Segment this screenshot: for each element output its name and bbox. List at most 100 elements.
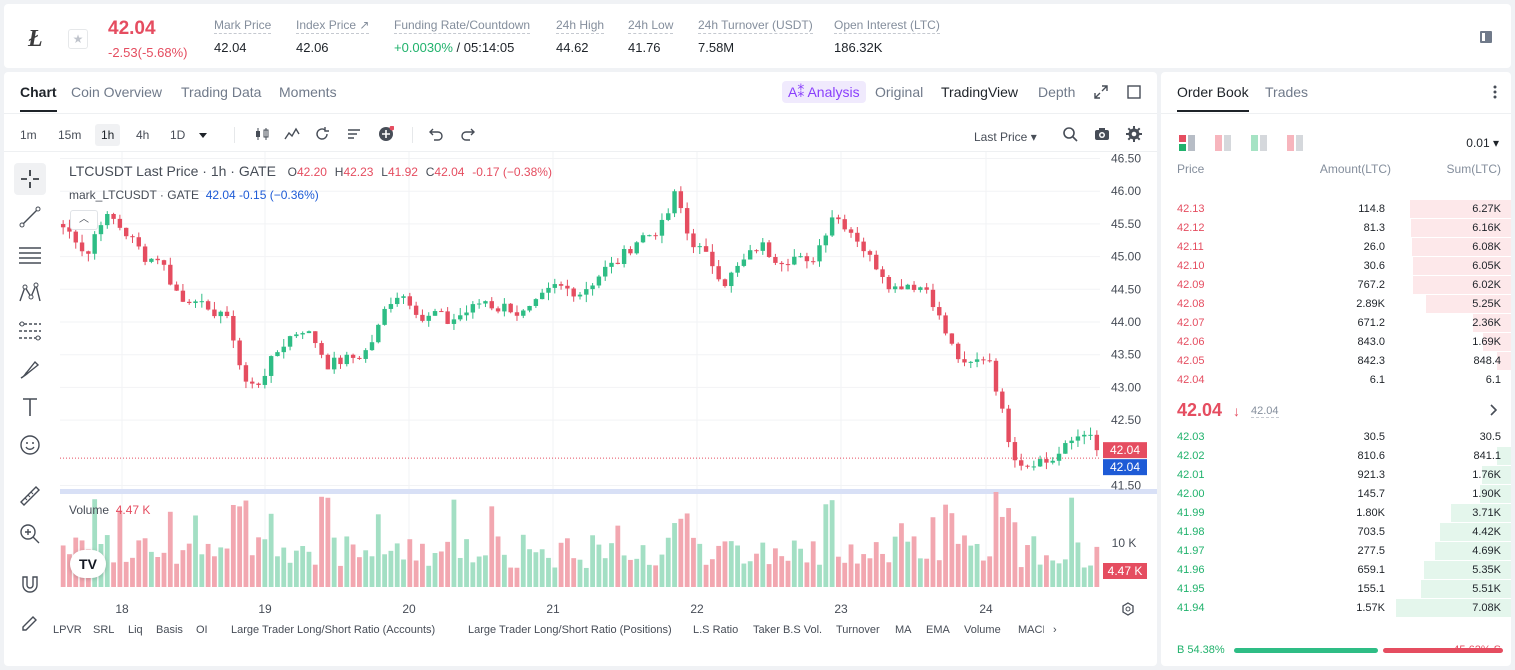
book-asks-icon[interactable] <box>1215 135 1231 151</box>
mark-price-stat[interactable]: Mark Price 42.04 <box>214 18 272 55</box>
indicator-ls-ratio[interactable]: L.S Ratio <box>693 624 739 636</box>
view-original[interactable]: Original <box>875 84 924 100</box>
bid-row[interactable]: 42.01 921.3 1.76K <box>1161 466 1511 485</box>
indicator-liq[interactable]: Liq <box>128 624 143 636</box>
emoji-icon[interactable] <box>14 429 46 461</box>
timeframe-1m[interactable]: 1m <box>20 128 37 142</box>
row-sum: 6.27K <box>1472 203 1501 215</box>
chart-settings-icon[interactable] <box>1121 602 1135 616</box>
indicator-basis[interactable]: Basis <box>156 624 183 636</box>
ask-row[interactable]: 42.10 30.6 6.05K <box>1161 257 1511 276</box>
view-tradingview[interactable]: TradingView <box>941 84 1019 100</box>
search-icon[interactable] <box>1062 126 1078 142</box>
text-tool-icon[interactable] <box>14 391 46 423</box>
indicator-lt-positions[interactable]: Large Trader Long/Short Ratio (Positions… <box>468 624 672 636</box>
timeframe-4h[interactable]: 4h <box>136 128 150 142</box>
bid-row[interactable]: 41.99 1.80K 3.71K <box>1161 504 1511 523</box>
bid-row[interactable]: 42.02 810.6 841.1 <box>1161 447 1511 466</box>
chevron-right-icon[interactable]: › <box>1053 624 1057 636</box>
bid-row[interactable]: 41.94 1.57K 7.08K <box>1161 599 1511 618</box>
zoom-in-icon[interactable] <box>14 518 46 550</box>
templates-icon[interactable] <box>346 126 362 142</box>
brush-icon[interactable] <box>14 353 46 385</box>
tradingview-logo-icon[interactable]: TV <box>70 550 106 578</box>
redo-icon[interactable] <box>460 126 476 142</box>
ask-row[interactable]: 42.04 6.1 6.1 <box>1161 371 1511 390</box>
indicator-macd[interactable]: MACD <box>1018 624 1044 636</box>
lock-drawing-icon[interactable] <box>14 604 46 636</box>
indicator-turnover[interactable]: Turnover <box>836 624 880 636</box>
bid-row[interactable]: 42.03 30.5 30.5 <box>1161 428 1511 447</box>
trend-line-icon[interactable] <box>14 201 46 233</box>
undo-icon[interactable] <box>428 126 444 142</box>
indicator-ma[interactable]: MA <box>895 624 912 636</box>
fib-icon[interactable] <box>14 315 46 347</box>
chevron-right-icon[interactable] <box>1489 404 1497 416</box>
price-chart[interactable]: 46.50 46.00 45.50 45.00 44.50 44.00 43.50 43.00… <box>60 152 1157 666</box>
tab-trades[interactable]: Trades <box>1265 84 1309 100</box>
time-label: 22 <box>690 602 704 616</box>
tab-order-book[interactable]: Order Book <box>1177 84 1249 112</box>
ask-row[interactable]: 42.13 114.8 6.27K <box>1161 200 1511 219</box>
crosshair-icon[interactable] <box>14 163 46 195</box>
bid-row[interactable]: 41.96 659.1 5.35K <box>1161 561 1511 580</box>
horizontal-lines-icon[interactable] <box>14 239 46 271</box>
tab-trading-data[interactable]: Trading Data <box>181 84 262 100</box>
tab-coin-overview[interactable]: Coin Overview <box>71 84 163 100</box>
ask-row[interactable]: 42.12 81.3 6.16K <box>1161 219 1511 238</box>
indicator-srl[interactable]: SRL <box>93 624 115 636</box>
gear-icon[interactable] <box>1126 126 1142 142</box>
funding-rate-stat[interactable]: Funding Rate/Countdown +0.0030% / 05:14:… <box>394 18 531 55</box>
candle-type-icon[interactable] <box>254 126 270 142</box>
tab-moments[interactable]: Moments <box>279 84 337 100</box>
timeframe-1h[interactable]: 1h <box>95 124 121 146</box>
indicator-lpvr[interactable]: LPVR <box>53 624 82 636</box>
ask-row[interactable]: 42.08 2.89K 5.25K <box>1161 295 1511 314</box>
indicator-oi[interactable]: OI <box>196 624 208 636</box>
more-options-icon[interactable] <box>1493 85 1497 99</box>
indicator-lt-accounts[interactable]: Large Trader Long/Short Ratio (Accounts) <box>231 624 436 636</box>
ask-row[interactable]: 42.06 843.0 1.69K <box>1161 333 1511 352</box>
replay-icon[interactable] <box>314 126 330 142</box>
view-depth[interactable]: Depth <box>1038 84 1076 100</box>
bid-row[interactable]: 42.00 145.7 1.90K <box>1161 485 1511 504</box>
precision-select[interactable]: 0.01 ▾ <box>1466 136 1499 150</box>
candle-body <box>792 256 797 265</box>
ai-analysis-button[interactable]: A⁑ Analysis <box>782 81 866 103</box>
book-bids-icon[interactable] <box>1251 135 1267 151</box>
candle-body <box>174 284 179 291</box>
ruler-icon[interactable] <box>14 480 46 512</box>
bid-row[interactable]: 41.97 277.5 4.69K <box>1161 542 1511 561</box>
indicator-ema[interactable]: EMA <box>926 624 950 636</box>
book-asks-only-icon[interactable] <box>1287 135 1303 151</box>
timeframe-15m[interactable]: 15m <box>58 128 82 142</box>
magnet-icon[interactable] <box>14 568 46 600</box>
price-type-select[interactable]: Last Price ▾ <box>974 130 1037 144</box>
timeframe-1d[interactable]: 1D <box>170 128 186 142</box>
window-icon[interactable] <box>1127 85 1141 99</box>
indicators-icon[interactable] <box>284 126 300 142</box>
bid-row[interactable]: 41.98 703.5 4.42K <box>1161 523 1511 542</box>
indicator-volume[interactable]: Volume <box>964 624 1001 636</box>
svg-text:Ł: Ł <box>27 26 43 50</box>
tab-chart[interactable]: Chart <box>20 84 57 112</box>
pattern-icon[interactable] <box>14 277 46 309</box>
bid-row[interactable]: 41.95 155.1 5.51K <box>1161 580 1511 599</box>
book-both-icon[interactable] <box>1179 135 1195 151</box>
add-indicator-icon[interactable] <box>378 126 394 142</box>
index-price-stat[interactable]: Index Price ↗ 42.06 <box>296 18 370 55</box>
volume-bar <box>1094 546 1100 587</box>
ask-row[interactable]: 42.05 842.3 848.4 <box>1161 352 1511 371</box>
caret-down-icon[interactable] <box>198 132 208 140</box>
indicator-taker-vol[interactable]: Taker B.S Vol. <box>753 624 823 636</box>
ask-row[interactable]: 42.11 26.0 6.08K <box>1161 238 1511 257</box>
ask-row[interactable]: 42.07 671.2 2.36K <box>1161 314 1511 333</box>
ask-row[interactable]: 42.09 767.2 6.02K <box>1161 276 1511 295</box>
book-icon[interactable] <box>1479 30 1493 44</box>
collapse-legend-button[interactable]: ︿ <box>70 210 98 230</box>
favorite-star-icon[interactable]: ★ <box>68 29 88 49</box>
camera-icon[interactable] <box>1094 126 1110 142</box>
fullscreen-icon[interactable] <box>1094 85 1108 99</box>
stat-label: Open Interest (LTC) <box>834 18 940 34</box>
candle-body <box>867 251 873 255</box>
